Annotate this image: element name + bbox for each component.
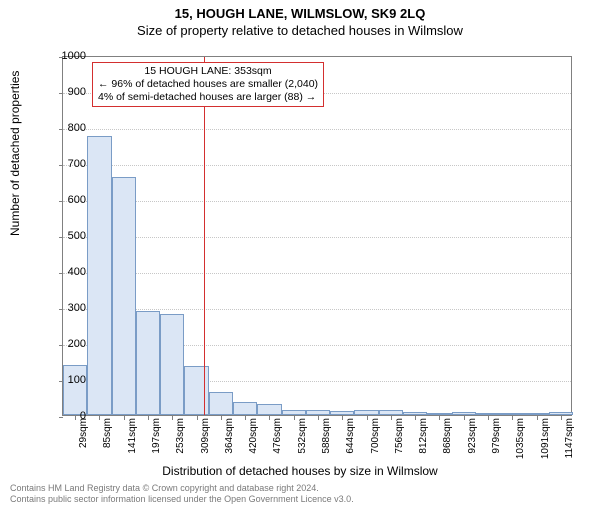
xtick-label: 141sqm — [127, 418, 138, 454]
histogram-bar — [63, 365, 87, 415]
histogram-bar — [136, 311, 160, 415]
ytick-label: 300 — [46, 302, 86, 314]
histogram-bar — [500, 413, 524, 415]
histogram-bar — [354, 410, 378, 415]
ytick-label: 900 — [46, 86, 86, 98]
xtick-mark — [99, 416, 100, 420]
histogram-bar — [87, 136, 111, 415]
xtick-mark — [512, 416, 513, 420]
ytick-label: 700 — [46, 158, 86, 170]
xtick-mark — [342, 416, 343, 420]
histogram-bar — [403, 412, 427, 415]
xtick-label: 29sqm — [78, 418, 89, 448]
marker-line — [204, 57, 205, 415]
histogram-bar — [379, 410, 403, 415]
xtick-mark — [439, 416, 440, 420]
xtick-label: 364sqm — [224, 418, 235, 454]
xtick-label: 1147sqm — [564, 418, 575, 458]
histogram-bar — [233, 402, 257, 415]
xtick-mark — [488, 416, 489, 420]
histogram-bar — [306, 410, 330, 415]
ytick-label: 500 — [46, 230, 86, 242]
xtick-mark — [464, 416, 465, 420]
histogram-bar — [257, 404, 281, 415]
xtick-label: 197sqm — [151, 418, 162, 454]
histogram-bar — [160, 314, 184, 415]
xtick-mark — [221, 416, 222, 420]
xtick-label: 700sqm — [370, 418, 381, 454]
xtick-label: 979sqm — [491, 418, 502, 454]
gridline — [63, 165, 571, 166]
xtick-label: 476sqm — [272, 418, 283, 454]
xtick-label: 756sqm — [394, 418, 405, 454]
ytick-label: 1000 — [46, 50, 86, 62]
xtick-label: 868sqm — [442, 418, 453, 454]
xtick-mark — [561, 416, 562, 420]
callout-line-2: ← 96% of detached houses are smaller (2,… — [98, 78, 318, 91]
xtick-label: 253sqm — [175, 418, 186, 454]
histogram-bar — [209, 392, 233, 415]
histogram-chart: 15 HOUGH LANE: 353sqm ← 96% of detached … — [62, 56, 572, 416]
xtick-mark — [415, 416, 416, 420]
histogram-bar — [452, 412, 476, 415]
histogram-bar — [282, 410, 306, 415]
xtick-mark — [197, 416, 198, 420]
xtick-label: 1091sqm — [540, 418, 551, 459]
callout-line-3: 4% of semi-detached houses are larger (8… — [98, 91, 318, 104]
histogram-bar — [427, 413, 451, 415]
xtick-label: 812sqm — [418, 418, 429, 454]
xtick-mark — [245, 416, 246, 420]
xtick-label: 420sqm — [248, 418, 259, 454]
footer-attribution: Contains HM Land Registry data © Crown c… — [10, 483, 354, 504]
ytick-label: 400 — [46, 266, 86, 278]
xtick-label: 1035sqm — [515, 418, 526, 459]
ytick-label: 200 — [46, 338, 86, 350]
xtick-mark — [148, 416, 149, 420]
page-subtitle: Size of property relative to detached ho… — [0, 23, 600, 38]
xtick-label: 923sqm — [467, 418, 478, 454]
xtick-mark — [318, 416, 319, 420]
xtick-label: 588sqm — [321, 418, 332, 454]
plot-area — [62, 56, 572, 416]
xtick-label: 532sqm — [297, 418, 308, 454]
xtick-mark — [391, 416, 392, 420]
xtick-label: 309sqm — [200, 418, 211, 454]
ytick-label: 600 — [46, 194, 86, 206]
ytick-label: 0 — [46, 410, 86, 422]
histogram-bar — [476, 413, 500, 415]
ytick-label: 800 — [46, 122, 86, 134]
xtick-mark — [367, 416, 368, 420]
x-axis-label: Distribution of detached houses by size … — [0, 464, 600, 478]
marker-callout: 15 HOUGH LANE: 353sqm ← 96% of detached … — [92, 62, 324, 107]
gridline — [63, 273, 571, 274]
xtick-label: 644sqm — [345, 418, 356, 454]
xtick-label: 85sqm — [102, 418, 113, 448]
xtick-mark — [537, 416, 538, 420]
gridline — [63, 201, 571, 202]
histogram-bar — [184, 366, 208, 415]
gridline — [63, 129, 571, 130]
xtick-mark — [124, 416, 125, 420]
xtick-mark — [172, 416, 173, 420]
histogram-bar — [549, 412, 573, 415]
footer-line-1: Contains HM Land Registry data © Crown c… — [10, 483, 354, 493]
ytick-label: 100 — [46, 374, 86, 386]
histogram-bar — [112, 177, 136, 415]
page-title: 15, HOUGH LANE, WILMSLOW, SK9 2LQ — [0, 6, 600, 21]
gridline — [63, 237, 571, 238]
histogram-bar — [524, 413, 548, 415]
y-axis-label: Number of detached properties — [8, 71, 22, 236]
callout-line-1: 15 HOUGH LANE: 353sqm — [98, 65, 318, 78]
xtick-mark — [269, 416, 270, 420]
footer-line-2: Contains public sector information licen… — [10, 494, 354, 504]
histogram-bar — [330, 411, 354, 415]
xtick-mark — [294, 416, 295, 420]
